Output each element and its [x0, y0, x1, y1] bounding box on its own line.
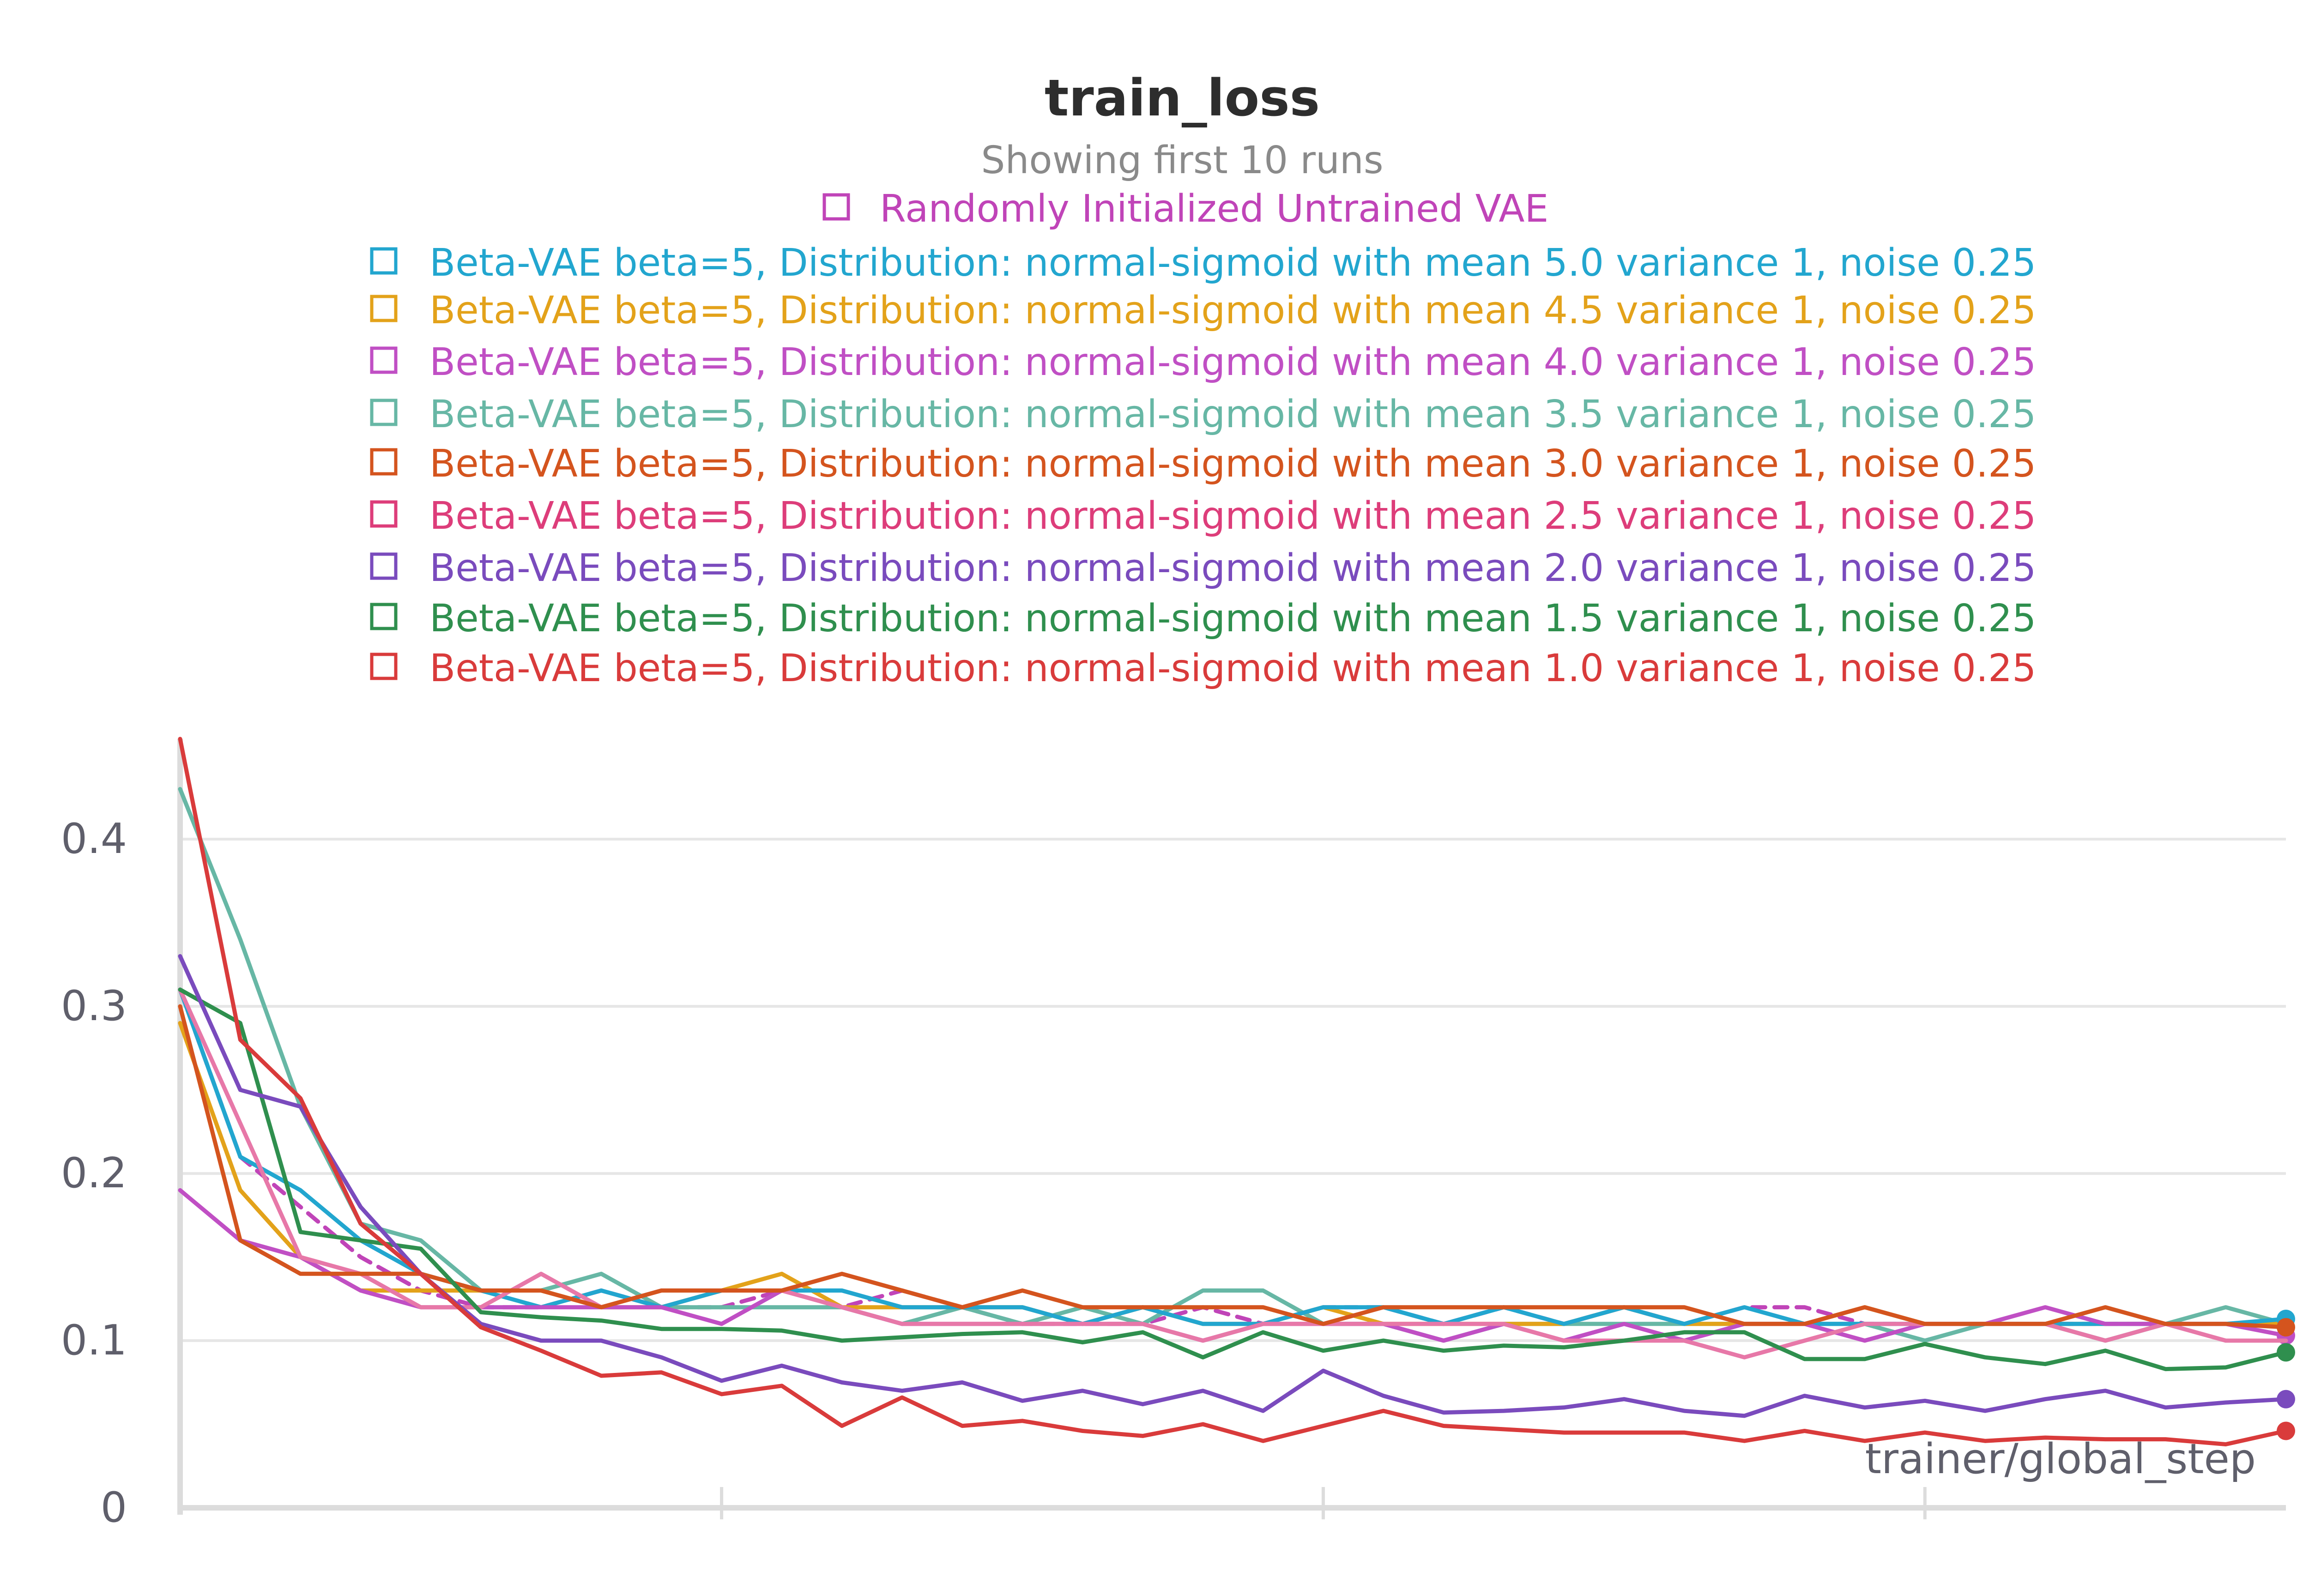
chart-title: train_loss [1045, 68, 1320, 127]
grid [180, 838, 2286, 1342]
series-line [178, 787, 2288, 1343]
legend-item: Beta-VAE beta=5, Distribution: normal-si… [370, 494, 2036, 538]
legend-swatch [370, 500, 398, 528]
series-end-marker [2277, 1421, 2295, 1440]
legend-item: Beta-VAE beta=5, Distribution: normal-si… [370, 393, 2036, 436]
legend-label: Randomly Initialized Untrained VAE [880, 187, 1548, 231]
legend-label: Beta-VAE beta=5, Distribution: normal-si… [429, 289, 2036, 332]
chart-subtitle: Showing first 10 runs [981, 139, 1383, 182]
legend-label: Beta-VAE beta=5, Distribution: normal-si… [429, 597, 2036, 641]
legend-item: Beta-VAE beta=5, Distribution: normal-si… [370, 340, 2036, 384]
legend-label: Beta-VAE beta=5, Distribution: normal-si… [429, 393, 2036, 436]
legend-label: Beta-VAE beta=5, Distribution: normal-si… [429, 340, 2036, 384]
series-layer [178, 737, 2295, 1446]
legend-item: Beta-VAE beta=5, Distribution: normal-si… [370, 647, 2036, 690]
axes: 0 0.1 0.2 0.3 0.4 [61, 739, 2286, 1532]
legend-item: Randomly Initialized Untrained VAE [822, 187, 1548, 231]
legend-swatch [370, 247, 398, 275]
y-tick-label: 0.3 [61, 982, 127, 1030]
legend-swatch [822, 193, 850, 221]
legend-label: Beta-VAE beta=5, Distribution: normal-si… [429, 546, 2036, 590]
legend-label: Beta-VAE beta=5, Distribution: normal-si… [429, 647, 2036, 690]
legend: Randomly Initialized Untrained VAE Beta-V… [370, 187, 2036, 690]
legend-swatch [370, 552, 398, 580]
legend-item: Beta-VAE beta=5, Distribution: normal-si… [370, 442, 2036, 486]
series-line [178, 954, 2288, 1418]
legend-label: Beta-VAE beta=5, Distribution: normal-si… [429, 442, 2036, 486]
series-end-marker [2277, 1343, 2295, 1362]
y-tick-label: 0.2 [61, 1149, 127, 1197]
legend-item: Beta-VAE beta=5, Distribution: normal-si… [370, 289, 2036, 332]
legend-swatch [370, 448, 398, 476]
series-line [178, 987, 2288, 1326]
series-end-marker [2277, 1390, 2295, 1409]
legend-label: Beta-VAE beta=5, Distribution: normal-si… [429, 241, 2036, 285]
series-line [178, 1004, 2288, 1330]
legend-item: Beta-VAE beta=5, Distribution: normal-si… [370, 241, 2036, 285]
legend-swatch [370, 346, 398, 374]
legend-label: Beta-VAE beta=5, Distribution: normal-si… [429, 494, 2036, 538]
series-end-marker [2277, 1318, 2295, 1337]
legend-item: Beta-VAE beta=5, Distribution: normal-si… [370, 597, 2036, 641]
legend-swatch [370, 603, 398, 630]
y-tick-label: 0.4 [61, 815, 127, 863]
series-line [178, 737, 2288, 1446]
legend-swatch [370, 295, 398, 322]
legend-item: Beta-VAE beta=5, Distribution: normal-si… [370, 546, 2036, 590]
legend-swatch [370, 399, 398, 426]
legend-swatch [370, 653, 398, 680]
x-axis-label: trainer/global_step [1865, 1435, 2256, 1483]
series-line [178, 987, 2288, 1326]
y-tick-label: 0 [101, 1483, 127, 1532]
series-line [178, 987, 2288, 1372]
y-tick-label: 0.1 [61, 1316, 127, 1365]
series-line [178, 1188, 2288, 1343]
